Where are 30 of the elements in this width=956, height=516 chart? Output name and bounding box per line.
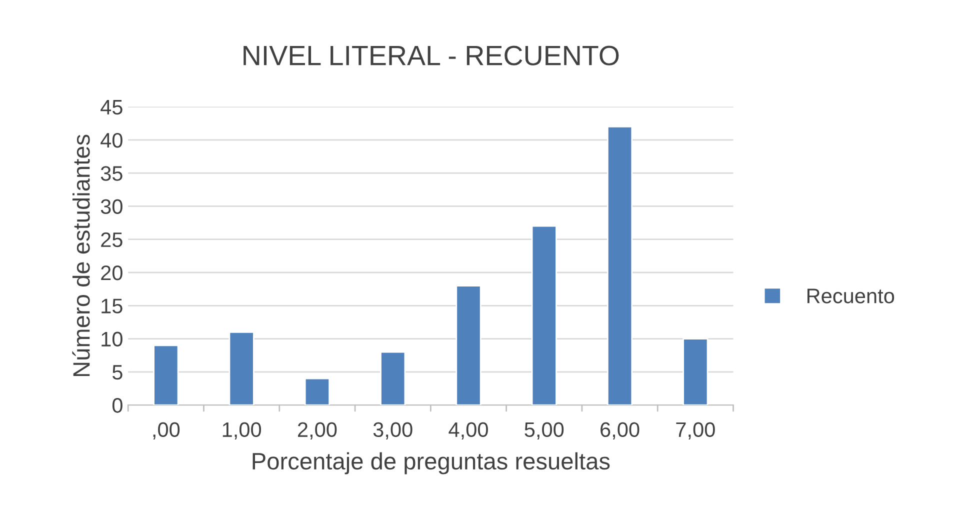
y-tick-label: 25 (101, 232, 122, 248)
y-tick-label: 45 (100, 100, 122, 115)
y-tick-label: 30 (100, 199, 122, 214)
x-axis-title: Porcentaje de preguntas resueltas (252, 452, 610, 474)
bar (682, 338, 708, 406)
y-tick-label: 15 (102, 298, 122, 314)
bar (606, 126, 633, 406)
y-tick-label: 35 (100, 166, 122, 181)
y-axis-title: Número de estudiantes (72, 134, 90, 376)
bar (531, 225, 557, 406)
x-tick-label: 4,00 (448, 422, 488, 440)
chart-title: NIVEL LITERAL - RECUENTO (244, 46, 619, 66)
y-tick-label: 40 (100, 132, 122, 148)
bar (456, 285, 482, 406)
legend-label: Recuento (807, 288, 894, 304)
y-tick-label: 0 (112, 398, 122, 413)
x-tick-label: 3,00 (373, 422, 412, 440)
bar (304, 378, 330, 406)
x-tick-label: 5,00 (524, 422, 564, 440)
x-tick-label: ,00 (153, 422, 180, 440)
x-tick-label: 1,00 (222, 422, 262, 440)
bar (228, 331, 254, 406)
y-tick-label: 10 (102, 332, 122, 347)
bar (380, 351, 406, 406)
x-tick-label: 7,00 (676, 422, 715, 440)
x-tick-label: 6,00 (600, 422, 640, 440)
y-tick-label: 20 (101, 266, 122, 280)
x-tick-label: 2,00 (298, 422, 337, 440)
bar (153, 344, 179, 406)
y-tick-label: 5 (112, 365, 122, 380)
